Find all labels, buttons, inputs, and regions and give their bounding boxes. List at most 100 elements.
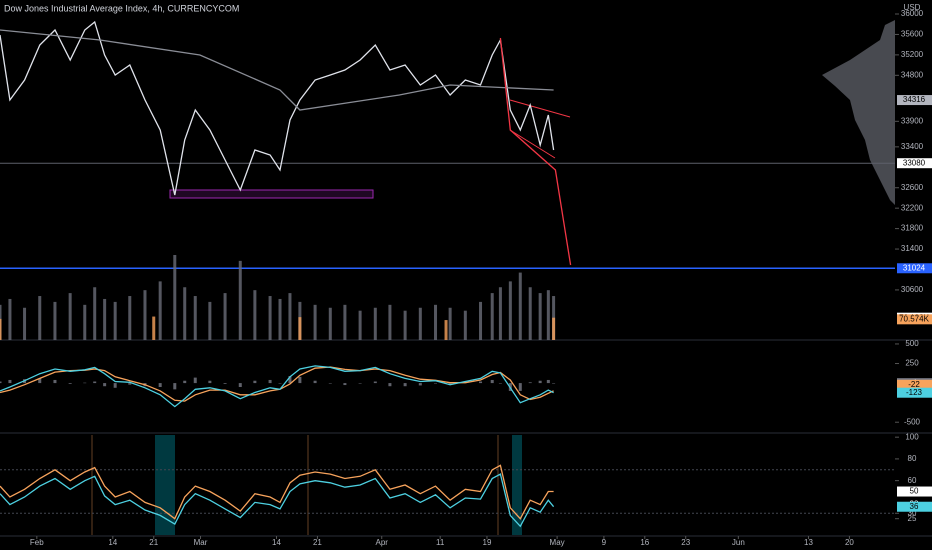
y-tick-label: -500 <box>904 417 921 426</box>
last-value-box <box>897 158 932 169</box>
y-tick-label: 60 <box>908 476 917 485</box>
x-tick-label: Mar <box>194 538 208 547</box>
x-tick-label: Jun <box>732 538 745 547</box>
chart-title: Dow Jones Industrial Average Index, 4h, … <box>4 3 239 13</box>
bar <box>546 290 550 340</box>
bar <box>238 260 242 340</box>
currency-label: USD <box>904 3 921 12</box>
bar <box>403 310 407 340</box>
bar <box>8 298 12 340</box>
line-series <box>499 37 572 266</box>
bar <box>93 287 97 340</box>
x-tick-label: 23 <box>681 538 690 547</box>
bar <box>208 380 212 384</box>
bar <box>388 383 392 387</box>
y-tick-label: 32600 <box>901 183 924 192</box>
bar <box>538 380 542 384</box>
last-value-label: 33080 <box>903 158 926 167</box>
bar <box>93 381 97 384</box>
bar <box>373 381 377 384</box>
highlight-band <box>512 435 522 535</box>
bar <box>103 383 107 387</box>
bar <box>358 383 362 384</box>
bar <box>68 293 72 340</box>
last-value-box <box>897 95 932 106</box>
bar <box>103 298 107 340</box>
bar <box>268 379 272 384</box>
bar <box>418 383 422 386</box>
line-series <box>0 20 555 196</box>
y-tick-label: 500 <box>905 339 919 348</box>
x-tick-label: Apr <box>376 538 389 547</box>
bar <box>53 301 57 340</box>
volume-profile <box>822 20 895 205</box>
x-tick-label: 13 <box>804 538 813 547</box>
bar <box>193 377 197 384</box>
y-tick-label: 35600 <box>901 30 924 39</box>
bar <box>128 296 132 340</box>
bar <box>128 383 132 385</box>
bar <box>83 382 87 384</box>
last-value-label: 36 <box>910 502 919 511</box>
bar <box>343 304 347 340</box>
bar <box>418 307 422 340</box>
last-value-box <box>897 263 932 274</box>
x-tick-label: 16 <box>640 538 649 547</box>
bar <box>313 380 317 384</box>
bar <box>528 287 532 340</box>
bar <box>463 310 467 340</box>
x-tick-label: 19 <box>483 538 492 547</box>
support-zone <box>169 189 374 199</box>
bar <box>38 296 42 340</box>
bar <box>528 382 532 384</box>
bar <box>143 290 147 340</box>
bar <box>278 298 282 340</box>
bar <box>8 379 12 384</box>
bar <box>288 293 292 340</box>
last-value-box <box>897 387 932 398</box>
last-value-box <box>897 379 932 390</box>
bar <box>518 383 522 391</box>
last-value-box <box>897 314 932 325</box>
bar <box>38 378 42 384</box>
bar <box>358 310 362 340</box>
bar <box>434 304 438 340</box>
bar <box>373 307 377 340</box>
wedge-line <box>509 99 571 118</box>
x-tick-label: 9 <box>602 538 607 547</box>
bar <box>444 320 448 340</box>
bar <box>552 317 556 340</box>
line-series <box>0 366 554 402</box>
bar <box>328 307 332 340</box>
bar <box>183 380 187 384</box>
bar <box>223 383 227 384</box>
bar <box>498 383 502 384</box>
bar <box>403 383 407 387</box>
line-series <box>0 29 554 111</box>
bar <box>253 290 257 340</box>
bar <box>538 293 542 340</box>
bar <box>173 383 177 390</box>
bar <box>298 376 302 384</box>
bar <box>0 381 2 384</box>
bar <box>268 296 272 340</box>
bar <box>518 272 522 340</box>
y-tick-label: 33900 <box>901 116 924 125</box>
y-tick-label: 25 <box>908 514 917 523</box>
y-tick-label: 31800 <box>901 224 924 233</box>
x-tick-label: 20 <box>845 538 854 547</box>
bar <box>546 379 550 384</box>
bar <box>288 376 292 384</box>
y-tick-label: 31400 <box>901 244 924 253</box>
last-value-label: 31024 <box>903 263 926 272</box>
bar <box>113 383 117 388</box>
x-tick-label: 21 <box>313 538 322 547</box>
bar <box>158 383 162 387</box>
bar <box>313 304 317 340</box>
last-value-box <box>897 486 932 497</box>
highlight-band <box>155 435 175 535</box>
last-value-box <box>897 501 932 512</box>
